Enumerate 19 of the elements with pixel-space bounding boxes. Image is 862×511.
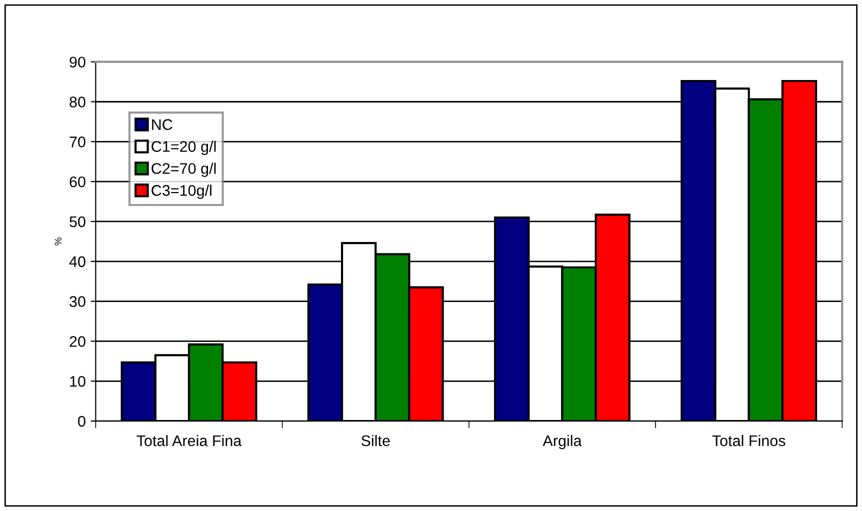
y-tick-label: 50 [70, 216, 86, 228]
legend-label: C2=70 g/l [152, 162, 216, 177]
y-tick-label: 60 [70, 176, 86, 188]
y-tick-label: 70 [70, 136, 86, 148]
x-tick-label: Argila [542, 434, 582, 450]
legend-label: C3=10g/l [152, 184, 212, 199]
x-tick-label: Total Finos [712, 434, 786, 446]
y-tick-label: 0 [78, 416, 86, 427]
y-tick-label: 30 [70, 296, 86, 308]
legend-label: C1=20 g/l [152, 140, 216, 155]
y-axis-title: % [54, 237, 62, 246]
y-tick-label: 90 [70, 56, 86, 68]
y-tick-label: 40 [69, 256, 86, 268]
y-tick-label: 80 [70, 96, 86, 108]
x-tick-label: Silte [361, 434, 390, 446]
x-tick-label: Total Areia Fina [136, 434, 242, 446]
y-tick-label: 20 [70, 336, 86, 347]
y-tick-label: 10 [70, 376, 86, 387]
legend-label: NC [152, 119, 172, 130]
